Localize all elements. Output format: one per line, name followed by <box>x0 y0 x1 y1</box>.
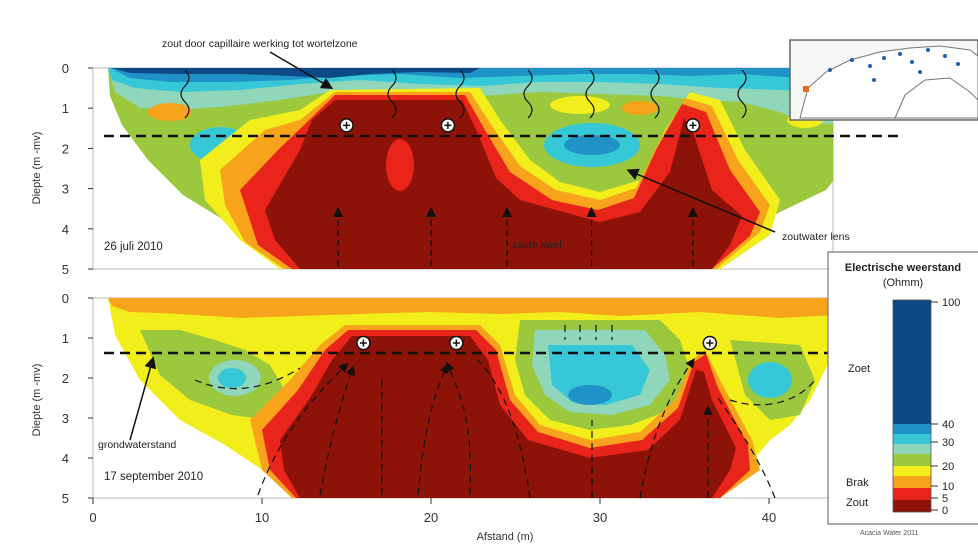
legend-colorbar <box>892 299 932 513</box>
legend-class-zout: Zout <box>846 497 868 509</box>
legend-title: Electrische weerstand <box>845 262 961 274</box>
legend-color-swatch <box>893 466 931 476</box>
y-tick-label: 1 <box>62 101 69 116</box>
legend-color-swatch <box>893 488 931 500</box>
bottom-well-markers <box>356 335 718 351</box>
y-tick-label: 1 <box>62 331 69 346</box>
inset-station-dots <box>828 48 960 82</box>
x-tick-label: 30 <box>593 510 607 525</box>
y-tick-label: 2 <box>62 371 69 386</box>
lens-annotation: zoutwater lens <box>782 231 850 243</box>
legend-color-swatch <box>893 454 931 466</box>
top-resistivity-section <box>108 68 833 269</box>
legend-color-swatch <box>893 424 931 434</box>
bottom-y-axis: 0 1 2 3 4 5 <box>62 291 93 506</box>
legend-color-swatch <box>893 434 931 444</box>
x-tick-label: 40 <box>762 510 776 525</box>
legend-tick-label: 0 <box>942 505 948 517</box>
groundwater-annotation-arrow <box>129 356 157 441</box>
well-marker <box>449 335 464 351</box>
well-marker <box>440 118 456 133</box>
legend-tick-label: 40 <box>942 419 954 431</box>
y-tick-label: 4 <box>62 222 69 237</box>
location-map-inset <box>789 39 978 121</box>
legend: Electrische weerstand (Ohmm) 10040302010… <box>827 251 978 537</box>
inset-site-marker <box>803 86 809 92</box>
legend-tick-label: 100 <box>942 297 960 309</box>
top-well-markers <box>339 118 701 133</box>
bottom-flow-paths <box>194 325 816 499</box>
legend-color-swatch <box>893 500 931 512</box>
well-marker <box>356 335 371 351</box>
legend-class-brak: Brak <box>846 477 869 489</box>
capillary-annotation-arrow <box>269 51 334 90</box>
bottom-panel: grondwaterstand 17 september 2010 0 1 2 3 4 5… <box>31 291 834 543</box>
x-tick-label: 0 <box>89 510 96 525</box>
y-tick-label: 5 <box>62 262 69 277</box>
seepage-annotation: zoute kwel <box>512 239 562 251</box>
y-tick-label: 0 <box>62 291 69 306</box>
inset-coastline <box>799 45 978 119</box>
top-panel: zout door capillaire werking tot wortelz… <box>31 38 900 277</box>
y-tick-label: 5 <box>62 491 69 506</box>
well-marker <box>685 118 701 133</box>
y-tick-label: 3 <box>62 411 69 426</box>
legend-unit: (Ohmm) <box>883 277 923 289</box>
well-marker <box>339 118 354 133</box>
legend-tick-label: 30 <box>942 437 954 449</box>
legend-color-swatch <box>893 300 931 424</box>
legend-color-swatch <box>893 444 931 454</box>
bottom-y-axis-label: Diepte (m -mv) <box>31 364 43 437</box>
bottom-date-label: 17 september 2010 <box>104 471 203 483</box>
well-marker <box>702 335 718 351</box>
top-y-axis-label: Diepte (m -mv) <box>31 132 43 205</box>
x-axis-label: Afstand (m) <box>477 531 534 543</box>
bottom-resistivity-section <box>108 298 833 498</box>
x-tick-label: 20 <box>424 510 438 525</box>
capillary-annotation: zout door capillaire werking tot wortelz… <box>162 38 358 50</box>
legend-color-swatch <box>893 476 931 488</box>
x-axis: 0 10 20 30 40 <box>89 498 776 525</box>
legend-tick-label: 20 <box>942 461 954 473</box>
groundwater-annotation: grondwaterstand <box>98 439 176 451</box>
lens-annotation-arrow <box>626 168 776 233</box>
y-tick-label: 3 <box>62 182 69 197</box>
legend-class-zoet: Zoet <box>848 363 870 375</box>
top-seepage-arrows <box>332 206 699 266</box>
credit-text: Acacia Water 2011 <box>860 530 918 537</box>
legend-tick-label: 5 <box>942 493 948 505</box>
top-date-label: 26 juli 2010 <box>104 241 163 253</box>
y-tick-label: 4 <box>62 451 69 466</box>
top-capillary-lines <box>180 69 747 119</box>
x-tick-label: 10 <box>255 510 269 525</box>
legend-tick-label: 10 <box>942 481 954 493</box>
y-tick-label: 2 <box>62 141 69 156</box>
top-y-axis: 0 1 2 3 4 5 <box>62 61 93 277</box>
y-tick-label: 0 <box>62 61 69 76</box>
